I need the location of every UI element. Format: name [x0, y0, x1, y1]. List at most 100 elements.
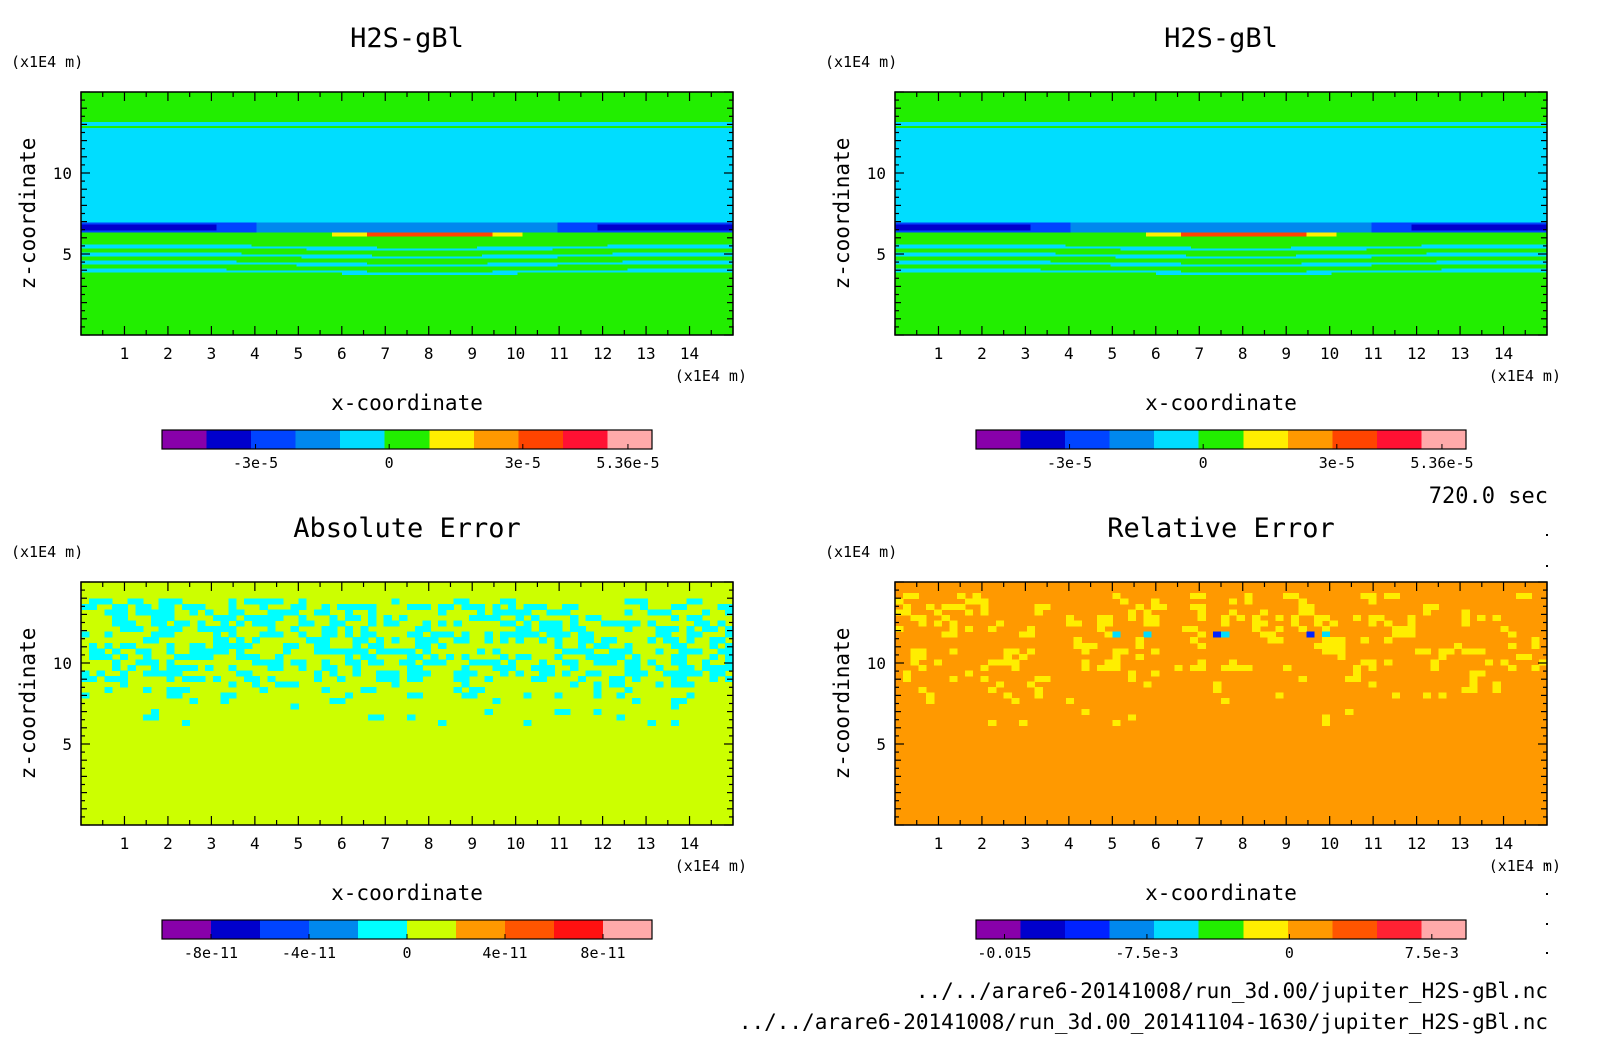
panel-title: H2S-gBl	[350, 23, 464, 54]
x-tick-label: 2	[163, 344, 173, 363]
colorbar-swatch	[1198, 430, 1244, 449]
colorbar-tick-label: -3e-5	[233, 454, 278, 472]
y-unit-label: (x1E4 m)	[11, 543, 83, 561]
time-label: 720.0 sec	[1429, 484, 1548, 509]
y-tick-label: 5	[876, 245, 886, 264]
heatmap-area	[895, 92, 1547, 335]
colorbar-swatch	[211, 920, 261, 939]
colorbar-tick-label: 3e-5	[505, 454, 541, 472]
edge-dots	[1546, 534, 1548, 954]
x-tick-label: 12	[593, 344, 612, 363]
panel-title: Relative Error	[1107, 513, 1335, 544]
chart-panel-4: Relative Error(x1E4 m)1 2 3 4 5 6 7 8 9 10 11 12 13 1…	[825, 513, 1561, 962]
colorbar-tick-label: 5.36e-5	[1410, 454, 1473, 472]
colorbar: -8e-11 -4e-11 0 4e-11 8e-11	[161, 919, 653, 962]
x-tick-label: 13	[1450, 344, 1469, 363]
colorbar-swatch	[384, 430, 430, 449]
colorbar-tick-label: 0	[1285, 944, 1294, 962]
x-tick-label: 10	[506, 344, 525, 363]
y-tick-label: 10	[53, 654, 72, 673]
y-unit-label: (x1E4 m)	[11, 53, 83, 71]
panels-group: H2S-gBl(x1E4 m)1 2 3 4 5 6 7 8 9 10 11 12 13 14510(x1…	[11, 23, 1561, 962]
x-tick-label: 1	[934, 344, 944, 363]
colorbar-tick-label: -4e-11	[282, 944, 336, 962]
colorbar-swatch	[162, 920, 212, 939]
colorbar-swatch	[976, 430, 1021, 449]
colorbar-swatch	[1376, 920, 1422, 939]
x-tick-label: 6	[337, 344, 347, 363]
x-tick-label: 2	[977, 344, 987, 363]
colorbar-tick-label: 4e-11	[482, 944, 527, 962]
colorbar-swatch	[1154, 920, 1200, 939]
colorbar-tick-label: 8e-11	[580, 944, 625, 962]
x-tick-label: 3	[207, 344, 217, 363]
x-tick-label: 14	[680, 344, 699, 363]
x-tick-label: 12	[1407, 344, 1426, 363]
colorbar-tick-label: 0	[402, 944, 411, 962]
colorbar-swatch	[603, 920, 653, 939]
colorbar-swatch	[1065, 920, 1111, 939]
colorbar: -3e-5 0 3e-5 5.36e-5	[161, 429, 660, 472]
colorbar-swatch	[1421, 920, 1467, 939]
x-tick-label: 3	[207, 834, 217, 853]
colorbar-swatch	[1332, 920, 1378, 939]
colorbar: -0.015 -7.5e-3 0 7.5e-3	[975, 919, 1467, 962]
colorbar-tick-label: -7.5e-3	[1115, 944, 1178, 962]
x-tick-label: 4	[1064, 344, 1074, 363]
colorbar-swatch	[162, 430, 207, 449]
y-tick-label: 5	[62, 735, 72, 754]
y-axis-title: z-coordinate	[830, 628, 854, 780]
x-tick-label: 13	[1450, 834, 1469, 853]
x-tick-label: 5	[1108, 834, 1118, 853]
colorbar-swatch	[1376, 430, 1422, 449]
x-tick-label: 5	[1108, 344, 1118, 363]
colorbar-tick-label: 0	[385, 454, 394, 472]
x-tick-label: 4	[1064, 834, 1074, 853]
colorbar-swatch	[309, 920, 359, 939]
x-tick-label: 8	[1238, 344, 1248, 363]
colorbar-swatch	[1109, 920, 1155, 939]
x-tick-label: 2	[163, 834, 173, 853]
x-tick-label: 9	[1281, 344, 1291, 363]
colorbar-swatch	[1243, 430, 1289, 449]
colorbar-swatch	[562, 430, 608, 449]
colorbar-swatch	[1109, 430, 1155, 449]
x-axis-title: x-coordinate	[331, 881, 483, 905]
x-tick-label: 6	[1151, 344, 1161, 363]
colorbar-tick-label: -0.015	[977, 944, 1031, 962]
x-tick-label: 12	[593, 834, 612, 853]
colorbar-swatch	[1243, 920, 1289, 939]
colorbar-swatch	[1020, 430, 1066, 449]
file-path-2: ../../arare6-20141008/run_3d.00_20141104…	[739, 1010, 1548, 1034]
x-tick-label: 11	[550, 344, 569, 363]
x-tick-label: 4	[250, 344, 260, 363]
x-unit-label: (x1E4 m)	[1489, 367, 1561, 385]
y-tick-label: 10	[867, 654, 886, 673]
y-axis-title: z-coordinate	[830, 138, 854, 290]
x-tick-label: 5	[294, 344, 304, 363]
y-unit-label: (x1E4 m)	[825, 53, 897, 71]
chart-panel-3: Absolute Error(x1E4 m)1 2 3 4 5 6 7 8 9 10 11 12 13 1…	[11, 513, 747, 962]
y-tick-label: 10	[53, 164, 72, 183]
colorbar-swatch	[554, 920, 604, 939]
x-tick-label: 14	[1494, 834, 1513, 853]
x-tick-label: 8	[1238, 834, 1248, 853]
colorbar-tick-label: 5.36e-5	[596, 454, 659, 472]
x-tick-label: 1	[120, 834, 130, 853]
colorbar-swatch	[1287, 430, 1333, 449]
colorbar-swatch	[340, 430, 386, 449]
x-tick-label: 1	[120, 344, 130, 363]
x-tick-label: 13	[636, 834, 655, 853]
colorbar-tick-label: 0	[1199, 454, 1208, 472]
x-tick-label: 9	[1281, 834, 1291, 853]
chart-panel-2: H2S-gBl(x1E4 m)1 2 3 4 5 6 7 8 9 10 11 12 13 14510(x1…	[825, 23, 1561, 472]
y-tick-label: 5	[876, 735, 886, 754]
heatmap-area	[81, 582, 733, 825]
x-tick-label: 14	[1494, 344, 1513, 363]
x-tick-label: 6	[337, 834, 347, 853]
x-unit-label: (x1E4 m)	[675, 857, 747, 875]
colorbar-swatch	[1065, 430, 1111, 449]
x-tick-label: 6	[1151, 834, 1161, 853]
